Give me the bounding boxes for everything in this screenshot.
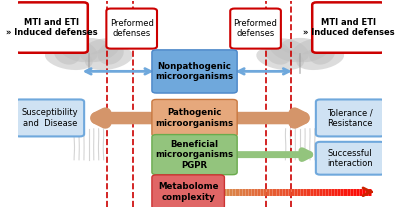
- FancyBboxPatch shape: [316, 142, 385, 175]
- FancyBboxPatch shape: [106, 9, 157, 49]
- Ellipse shape: [296, 47, 344, 70]
- FancyBboxPatch shape: [230, 9, 281, 49]
- Ellipse shape: [85, 47, 133, 70]
- FancyBboxPatch shape: [152, 135, 237, 175]
- Ellipse shape: [270, 38, 309, 62]
- Ellipse shape: [265, 42, 291, 65]
- Text: Preformed
defenses: Preformed defenses: [234, 19, 278, 38]
- Ellipse shape: [256, 47, 304, 70]
- Text: Metabolome
complexity: Metabolome complexity: [158, 182, 218, 202]
- Ellipse shape: [291, 38, 331, 62]
- Ellipse shape: [80, 38, 120, 62]
- Ellipse shape: [309, 42, 335, 65]
- FancyBboxPatch shape: [15, 99, 84, 136]
- Text: MTI and ETI
» Induced defenses: MTI and ETI » Induced defenses: [6, 18, 97, 37]
- FancyBboxPatch shape: [15, 2, 88, 53]
- FancyBboxPatch shape: [316, 99, 385, 136]
- Ellipse shape: [45, 47, 93, 70]
- Text: Susceptibility
and  Disease: Susceptibility and Disease: [21, 108, 78, 128]
- Ellipse shape: [280, 38, 320, 54]
- Text: Preformed
defenses: Preformed defenses: [110, 19, 154, 38]
- FancyBboxPatch shape: [312, 2, 385, 53]
- FancyBboxPatch shape: [152, 99, 237, 136]
- Text: Nonpathogenic
microorganisms: Nonpathogenic microorganisms: [156, 62, 234, 81]
- Ellipse shape: [98, 42, 124, 65]
- Ellipse shape: [58, 38, 98, 62]
- FancyBboxPatch shape: [152, 50, 237, 93]
- Text: Pathogenic
microorganisms: Pathogenic microorganisms: [156, 108, 234, 128]
- Ellipse shape: [69, 38, 109, 54]
- Text: Tolerance /
Resistance: Tolerance / Resistance: [328, 108, 373, 128]
- Text: Successful
interaction: Successful interaction: [328, 149, 373, 168]
- Text: MTI and ETI
» Induced defenses: MTI and ETI » Induced defenses: [303, 18, 394, 37]
- Ellipse shape: [54, 42, 80, 65]
- FancyBboxPatch shape: [152, 175, 224, 208]
- Text: Beneficial
microorganisms
PGPR: Beneficial microorganisms PGPR: [156, 140, 234, 170]
